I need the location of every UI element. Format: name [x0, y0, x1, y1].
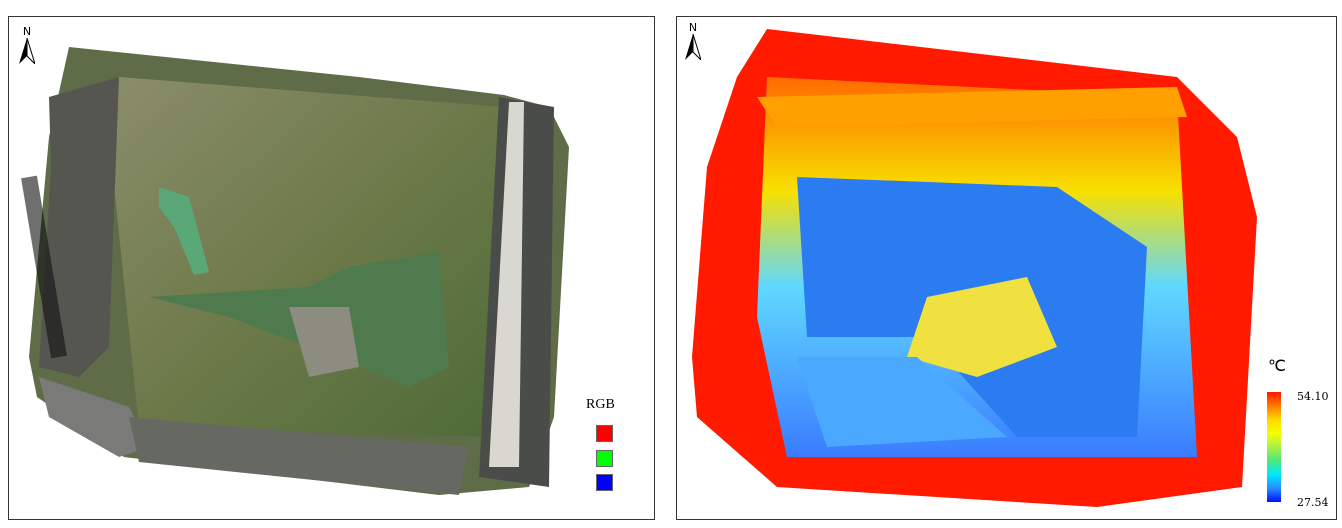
legend-swatch-blue: [596, 474, 613, 491]
legend-swatch-red: [596, 425, 613, 442]
temperature-colorbar: [1267, 392, 1281, 502]
north-label: N: [688, 21, 698, 34]
rgb-legend-title: RGB: [586, 397, 615, 412]
north-arrow: N: [17, 25, 37, 69]
north-arrow-icon: [685, 34, 701, 60]
north-arrow: N: [683, 21, 703, 65]
colorbar-min-label: 27.54: [1297, 496, 1329, 509]
north-arrow-icon: [19, 38, 35, 64]
north-label: N: [22, 25, 32, 38]
rgb-map-panel: N: [8, 16, 655, 520]
legend-swatch-green: [596, 450, 613, 467]
temperature-unit: ℃: [1268, 358, 1286, 375]
colorbar-max-label: 54.10: [1297, 390, 1329, 403]
thermal-map-panel: N: [676, 16, 1337, 520]
rgb-orthophoto: [21, 47, 569, 495]
thermal-image: [692, 29, 1257, 507]
